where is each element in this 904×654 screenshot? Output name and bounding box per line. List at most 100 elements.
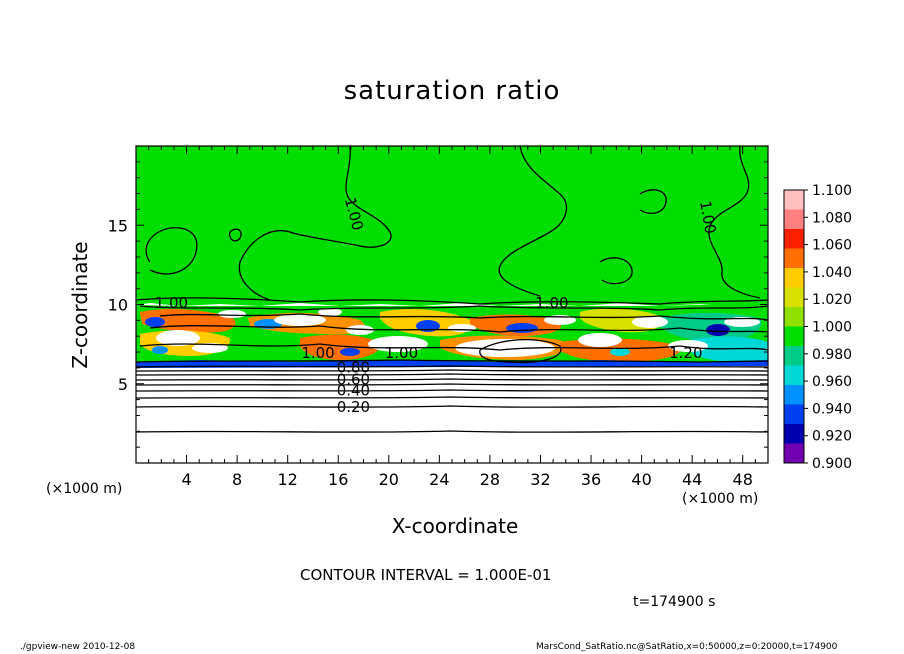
unfilled-patch: [218, 310, 246, 318]
colorbar-label: 0.900: [812, 456, 852, 472]
contour-line: [136, 405, 768, 408]
x-axis-label: X-coordinate: [391, 514, 519, 538]
colorbar-label: 1.020: [812, 292, 852, 308]
contour-label: 1.00: [535, 294, 568, 312]
colorbar-label: 1.060: [812, 238, 852, 254]
time-label: t=174900 s: [633, 594, 716, 610]
x-tick-label: 12: [278, 470, 298, 489]
contour-line: [159, 313, 768, 321]
contour-line: [479, 338, 562, 364]
unfilled-patch: [192, 343, 228, 353]
colorbar: 1.100 1.080 1.060 1.040 1.020 1.000 0.980 0.960…: [783, 183, 852, 472]
colorbar-swatch: [784, 443, 804, 464]
x-tick-label: 8: [232, 470, 242, 489]
contour-labels: 1.00 1.001.00 1.001.00 1.00 1.200.800.600.40…: [155, 196, 720, 416]
x-tick-label: 4: [181, 470, 191, 489]
colorbar-swatch: [784, 307, 804, 327]
chart-title: saturation ratio: [343, 76, 561, 106]
contour-label: 1.00: [696, 199, 720, 235]
colorbar-swatch: [784, 287, 804, 308]
unfilled-patch: [274, 314, 326, 326]
colorbar-swatch: [784, 346, 804, 366]
contour-line: [139, 343, 768, 351]
contour-label: 0.40: [337, 381, 370, 399]
x-tick-label: 44: [682, 470, 702, 489]
colorbar-label: 0.920: [812, 429, 852, 445]
colorbar-label: 1.040: [812, 265, 852, 281]
colorbar-label: 1.000: [812, 320, 852, 336]
unfilled-patch: [346, 325, 374, 335]
contour-label: 0.60: [337, 370, 370, 388]
colorbar-label: 0.960: [812, 374, 852, 390]
saturation-region-upper: [136, 146, 768, 306]
plot-area: [136, 146, 768, 463]
colorbar-swatch: [784, 209, 804, 230]
y-tick-label: 5: [118, 375, 128, 394]
contour-label: 1.20: [669, 344, 702, 362]
subsaturated-core: [340, 348, 360, 356]
colorbar-label: 0.980: [812, 347, 852, 363]
colorbar-swatch: [784, 365, 804, 386]
subsaturated-core: [145, 317, 165, 327]
contour-lines: [136, 146, 768, 433]
footer-left: ./gpview-new 2010-12-08: [20, 642, 136, 652]
saturation-blob: [300, 334, 381, 360]
contour-label: 0.20: [337, 398, 370, 416]
contour-line: [136, 430, 768, 433]
contour-label: 0.80: [337, 358, 370, 376]
y-tick-label: 15: [108, 216, 128, 235]
y-ticks: 5 10 15: [108, 161, 768, 448]
colorbar-label: 1.100: [812, 183, 852, 199]
contour-line: [229, 228, 242, 242]
colorbar-swatch: [784, 229, 804, 249]
unfilled-patch: [578, 333, 622, 347]
x-tick-label: 24: [429, 470, 449, 489]
contour-line: [136, 369, 768, 372]
unfilled-patch: [668, 340, 708, 352]
unfilled-patch: [632, 316, 668, 328]
x-tick-label: 36: [581, 470, 601, 489]
y-tick-label: 10: [108, 296, 128, 315]
colorbar-swatch: [784, 424, 804, 444]
contour-line: [639, 189, 667, 214]
colorbar-swatch: [784, 268, 804, 288]
x-unit-label-left: (×1000 m): [46, 481, 123, 497]
colorbar-swatch: [784, 404, 804, 425]
x-tick-label: 16: [328, 470, 348, 489]
colorbar-label: 1.080: [812, 210, 852, 226]
colorbar-swatch: [784, 385, 804, 405]
unfilled-patch: [156, 330, 200, 346]
unfilled-patch: [318, 308, 342, 316]
x-unit-label-right: (×1000 m): [682, 491, 759, 507]
unfilled-patch: [724, 317, 760, 327]
colorbar-label: 0.940: [812, 401, 852, 417]
subsaturated-core: [706, 324, 730, 336]
x-tick-label: 20: [379, 470, 399, 489]
contour-line: [136, 373, 768, 376]
subsaturated-core: [152, 346, 168, 354]
contour-line: [139, 305, 768, 311]
contour-line: [498, 146, 567, 297]
x-tick-label: 40: [631, 470, 651, 489]
contour-interval-label: CONTOUR INTERVAL = 1.000E-01: [300, 566, 552, 584]
contour-line: [149, 325, 768, 333]
contour-line: [136, 378, 768, 381]
contour-line: [136, 396, 768, 399]
contour-label: 1.00: [301, 344, 334, 362]
footer-right: MarsCond_SatRatio.nc@SatRatio,x=0:50000,…: [536, 642, 838, 652]
contour-line: [145, 227, 198, 275]
contour-line: [136, 389, 768, 392]
contour-label: 1.00: [155, 294, 188, 312]
x-tick-label: 28: [480, 470, 500, 489]
contour-line: [136, 365, 768, 368]
contour-line: [708, 146, 761, 299]
x-ticks: 4 8 12 16 20 24 28 32 36 40 44 48: [148, 146, 756, 489]
colorbar-swatch: [784, 248, 804, 269]
contour-line: [599, 257, 633, 285]
colorbar-swatch: [784, 190, 804, 210]
x-tick-label: 32: [530, 470, 550, 489]
subsaturated-core: [610, 348, 630, 356]
contour-line: [136, 297, 768, 305]
contour-label: 1.00: [385, 344, 418, 362]
